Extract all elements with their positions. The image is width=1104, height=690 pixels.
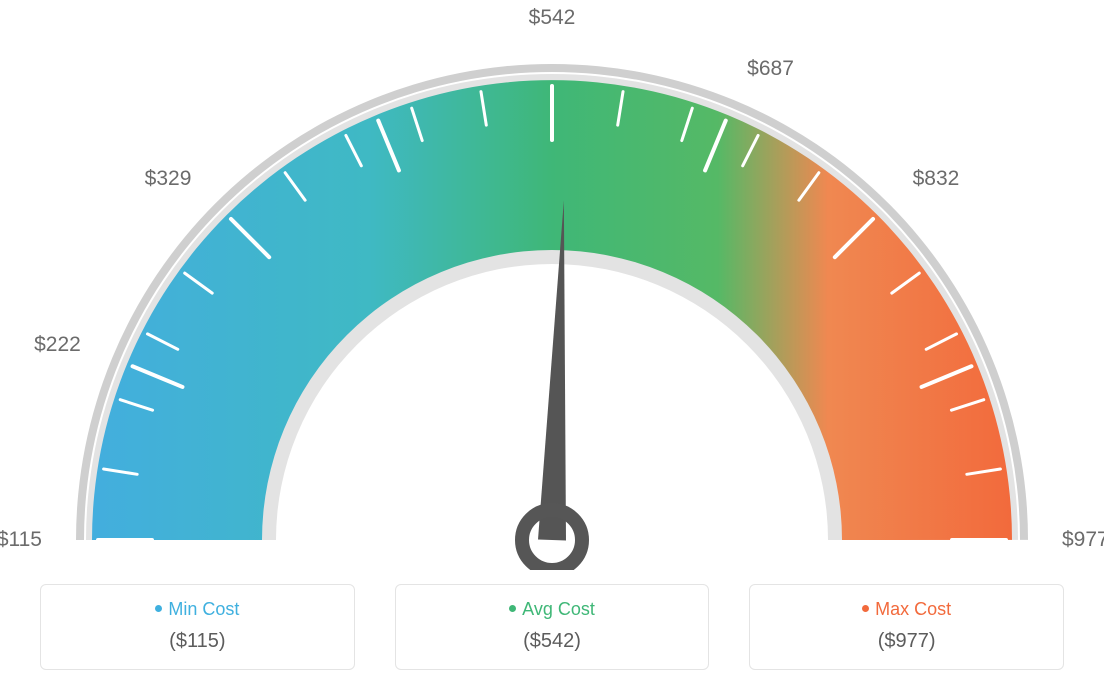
gauge-tick-label: $542 [529,6,576,30]
gauge-tick-label: $977 [1062,528,1104,552]
legend-card-avg: Avg Cost ($542) [395,584,710,670]
legend-dot-max [862,605,869,612]
legend-card-max: Max Cost ($977) [749,584,1064,670]
gauge-tick-label: $832 [913,167,960,191]
legend-dot-min [155,605,162,612]
gauge-area: $115 $222 $329 $542 $687 $832 $977 [0,0,1104,570]
legend-card-min: Min Cost ($115) [40,584,355,670]
legend-value-min: ($115) [51,630,344,653]
legend-label-avg: Avg Cost [522,599,595,619]
legend-label-max: Max Cost [875,599,951,619]
gauge-svg [0,0,1104,570]
gauge-tick-label: $222 [34,333,81,357]
legend-row: Min Cost ($115) Avg Cost ($542) Max Cost… [0,584,1104,670]
gauge-tick-label: $329 [145,167,192,191]
cost-gauge-widget: $115 $222 $329 $542 $687 $832 $977 Min Cost ($… [0,0,1104,690]
legend-label-min: Min Cost [168,599,239,619]
gauge-tick-label: $115 [0,528,42,552]
legend-value-avg: ($542) [406,630,699,653]
legend-dot-avg [509,605,516,612]
gauge-tick-label: $687 [747,57,794,81]
legend-value-max: ($977) [760,630,1053,653]
